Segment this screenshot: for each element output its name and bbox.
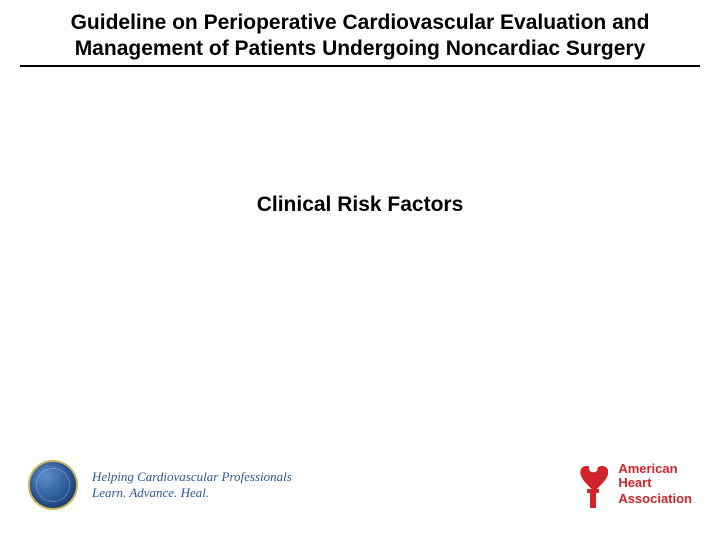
slide-subtitle: Clinical Risk Factors [0,193,720,217]
tagline-line-2: Learn. Advance. Heal. [92,485,292,501]
acc-tagline: Helping Cardiovascular Professionals Lea… [92,469,292,500]
footer: Helping Cardiovascular Professionals Lea… [0,450,720,520]
footer-left: Helping Cardiovascular Professionals Lea… [28,460,292,510]
acc-seal-icon [28,460,78,510]
aha-heart-torch-icon [578,462,610,508]
tagline-line-1: Helping Cardiovascular Professionals [92,469,292,485]
slide-title: Guideline on Perioperative Cardiovascula… [20,10,700,67]
aha-line-1: American [618,462,692,476]
aha-wordmark: American Heart Association [618,462,692,507]
aha-line-2: Heart [618,476,692,490]
footer-right: American Heart Association [578,462,692,508]
title-band: Guideline on Perioperative Cardiovascula… [0,0,720,73]
aha-line-3: Association [618,491,692,506]
